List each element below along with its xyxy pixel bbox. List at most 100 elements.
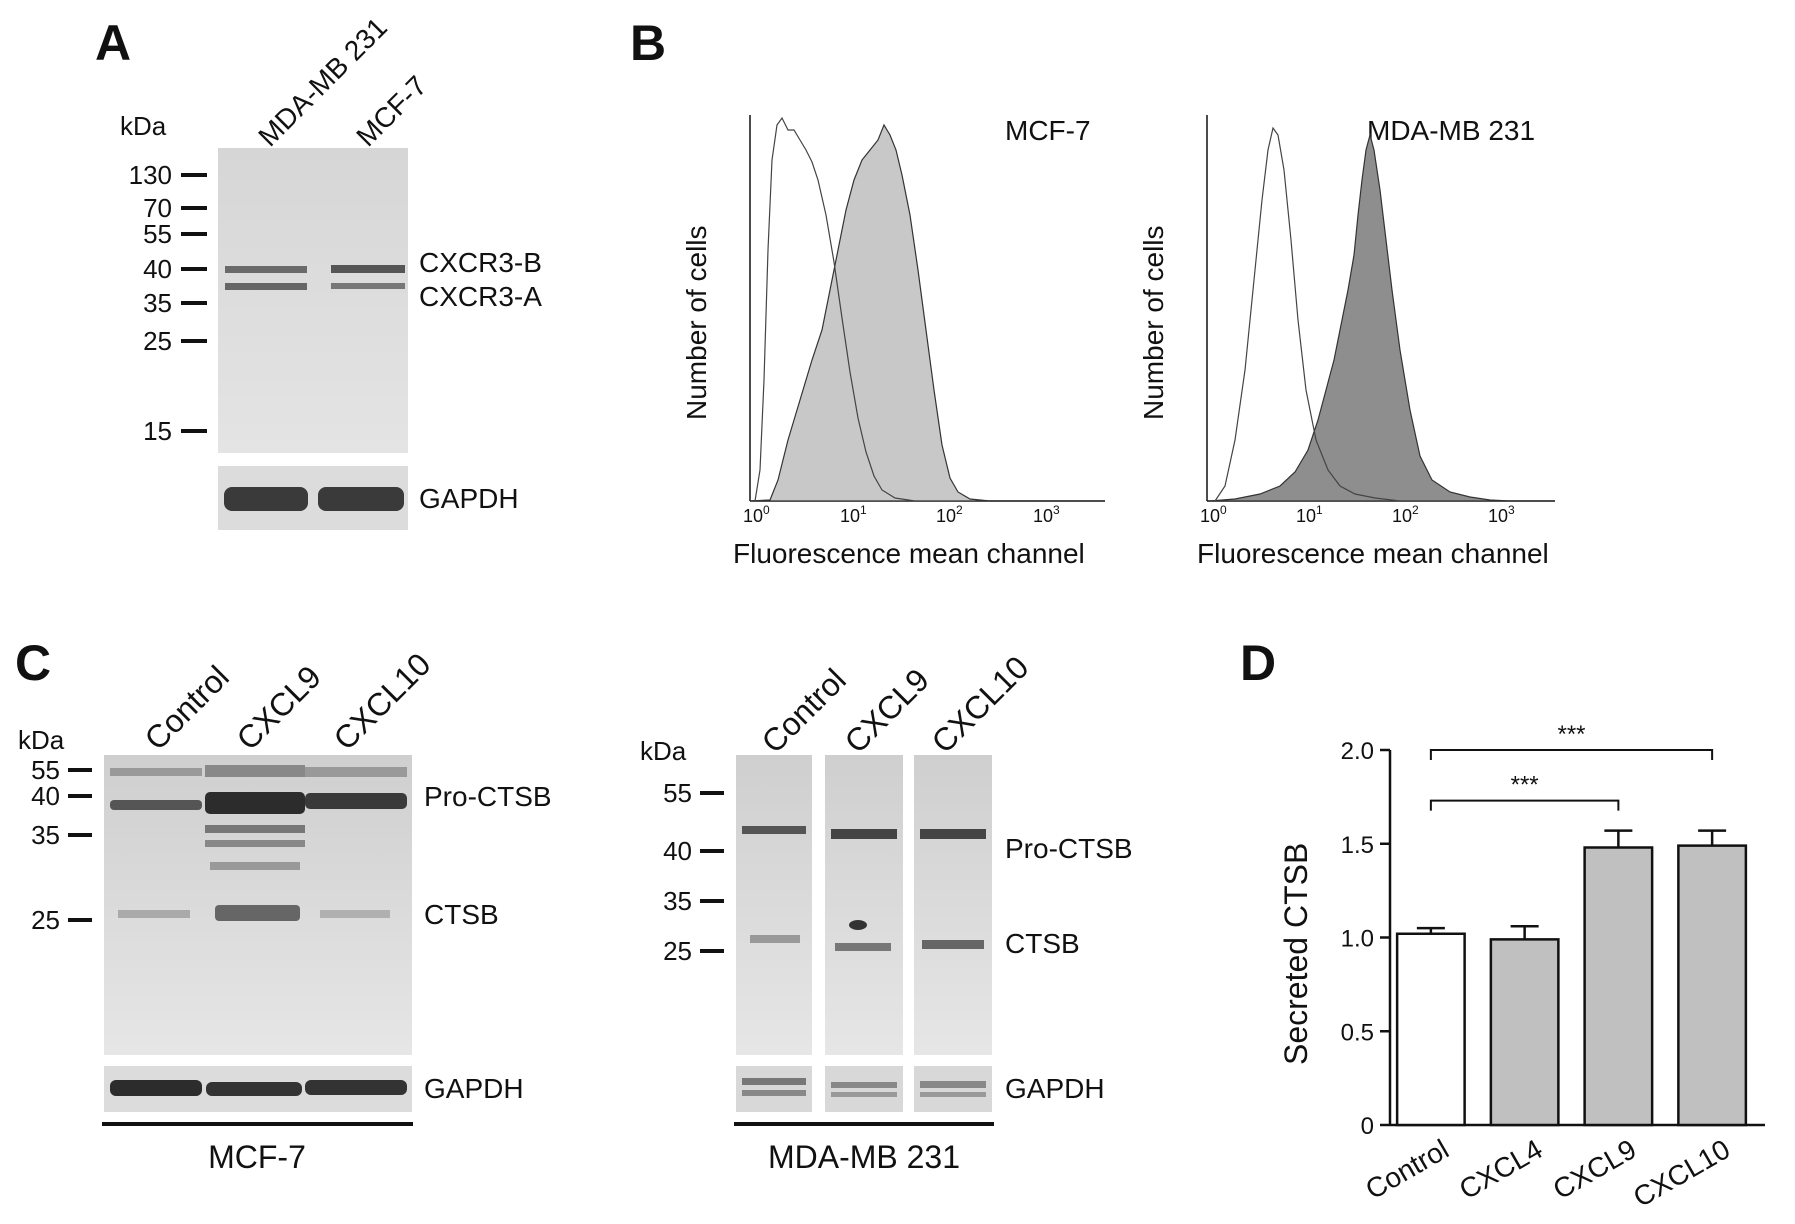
mw-marker: 25 bbox=[663, 936, 692, 966]
bar bbox=[1677, 844, 1748, 1127]
panel-c-right-markers: 55 40 35 25 bbox=[663, 778, 724, 966]
band-ctsb bbox=[922, 940, 984, 949]
mw-marker: 55 bbox=[143, 219, 172, 249]
y-tick-label: 0.5 bbox=[1341, 1019, 1374, 1046]
band bbox=[110, 768, 202, 776]
cell-line-label: MDA-MB 231 bbox=[768, 1139, 960, 1175]
panel-c-left-markers: 55 40 35 25 bbox=[31, 755, 92, 935]
histogram-xticks: 100 101 102 103 bbox=[1200, 503, 1515, 526]
gapdh-strip bbox=[914, 1066, 992, 1112]
band-pro-ctsb bbox=[110, 800, 202, 810]
significance-label: *** bbox=[1557, 721, 1585, 748]
panel-b: B Number of cells MCF-7 100 101 102 103 … bbox=[630, 15, 1555, 569]
gapdh-band bbox=[831, 1092, 897, 1097]
histogram-stained bbox=[749, 123, 991, 502]
lane-label: Control bbox=[137, 659, 235, 757]
gapdh-band bbox=[920, 1081, 986, 1088]
histogram-ylabel: Number of cells bbox=[681, 225, 712, 420]
significance-bracket bbox=[1429, 749, 1714, 760]
histogram-xticks: 100 101 102 103 bbox=[743, 503, 1060, 526]
histogram-title: MDA-MB 231 bbox=[1367, 115, 1535, 146]
panel-a-band-label: CXCR3-B bbox=[419, 247, 542, 278]
histogram-isotype bbox=[754, 116, 916, 502]
mw-marker: 35 bbox=[663, 886, 692, 916]
mw-marker: 40 bbox=[663, 836, 692, 866]
panel-a: A kDa MDA-MB 231 MCF-7 130 70 55 40 35 2… bbox=[95, 11, 542, 530]
category-label: CXCL10 bbox=[1628, 1133, 1735, 1213]
mw-marker: 25 bbox=[31, 905, 60, 935]
mw-marker: 55 bbox=[663, 778, 692, 808]
histogram-plot-mcf7: Number of cells MCF-7 100 101 102 103 Fl… bbox=[681, 115, 1105, 569]
panel-c-letter: C bbox=[15, 635, 51, 691]
lane-label: CXCL10 bbox=[326, 646, 437, 757]
gapdh-band bbox=[206, 1082, 302, 1096]
band bbox=[205, 765, 305, 777]
lane-strip bbox=[825, 755, 903, 1055]
band-ctsb bbox=[118, 910, 190, 918]
lane-label: CXCL10 bbox=[924, 649, 1035, 760]
xtick: 101 bbox=[1296, 503, 1323, 526]
panel-c-kda-label: kDa bbox=[640, 736, 687, 766]
band-ctsb bbox=[750, 935, 800, 943]
gapdh-band bbox=[742, 1090, 806, 1096]
mw-marker: 35 bbox=[143, 288, 172, 318]
histogram-title: MCF-7 bbox=[1005, 115, 1091, 146]
gapdh-strip bbox=[825, 1066, 903, 1112]
xtick: 100 bbox=[743, 503, 770, 526]
panel-c-left: C kDa Control CXCL9 CXCL10 55 40 35 25 bbox=[15, 635, 552, 1175]
panel-a-band-cxcr3b-lane2 bbox=[331, 265, 405, 273]
blot-artifact bbox=[849, 920, 867, 930]
gapdh-band bbox=[305, 1080, 407, 1095]
xtick: 102 bbox=[1392, 503, 1419, 526]
xtick: 100 bbox=[1200, 503, 1227, 526]
lane-strip bbox=[736, 755, 812, 1055]
panel-a-lane-label: MCF-7 bbox=[350, 70, 432, 152]
xtick: 102 bbox=[936, 503, 963, 526]
panel-b-letter: B bbox=[630, 15, 666, 71]
y-tick-label: 1.0 bbox=[1341, 926, 1374, 953]
histogram-ylabel: Number of cells bbox=[1138, 225, 1169, 420]
panel-a-blot-membrane bbox=[218, 148, 408, 453]
gapdh-band bbox=[920, 1092, 986, 1097]
significance-bracket bbox=[1429, 799, 1620, 811]
band-label: Pro-CTSB bbox=[1005, 833, 1133, 864]
cell-line-label: MCF-7 bbox=[208, 1139, 306, 1175]
histogram-stained bbox=[1209, 132, 1511, 502]
panel-d-letter: D bbox=[1240, 635, 1276, 691]
y-tick-label: 1.5 bbox=[1341, 832, 1374, 859]
panel-a-markers: 130 70 55 40 35 25 15 bbox=[129, 160, 207, 446]
significance-label: *** bbox=[1511, 772, 1539, 799]
band-pro-ctsb bbox=[920, 829, 986, 839]
panel-a-gapdh-label: GAPDH bbox=[419, 483, 519, 514]
mw-marker: 40 bbox=[31, 781, 60, 811]
band bbox=[305, 767, 407, 777]
mw-marker: 70 bbox=[143, 193, 172, 223]
panel-a-band-cxcr3a-lane1 bbox=[225, 283, 307, 290]
band-pro-ctsb bbox=[305, 793, 407, 809]
band-ctsb bbox=[215, 905, 300, 921]
histogram-xlabel: Fluorescence mean channel bbox=[1197, 538, 1549, 569]
y-tick-label: 2.0 bbox=[1341, 738, 1374, 765]
band-pro-ctsb bbox=[205, 792, 305, 814]
band bbox=[205, 825, 305, 833]
mw-marker: 25 bbox=[143, 326, 172, 356]
category-label: Control bbox=[1360, 1133, 1454, 1205]
gapdh-band bbox=[110, 1080, 202, 1096]
gapdh-label: GAPDH bbox=[1005, 1073, 1105, 1104]
band bbox=[210, 862, 300, 870]
band-label: CTSB bbox=[424, 899, 499, 930]
band-ctsb bbox=[835, 943, 891, 951]
panel-a-gapdh-band-lane2 bbox=[318, 487, 404, 511]
band bbox=[205, 840, 305, 847]
mw-marker: 55 bbox=[31, 755, 60, 785]
band-ctsb bbox=[320, 910, 390, 918]
gapdh-strip bbox=[736, 1066, 812, 1112]
gapdh-label: GAPDH bbox=[424, 1073, 524, 1104]
bar bbox=[1583, 846, 1654, 1127]
mw-marker: 130 bbox=[129, 160, 172, 190]
band-pro-ctsb bbox=[831, 829, 897, 839]
histogram-isotype bbox=[1214, 126, 1401, 502]
panel-a-band-label: CXCR3-A bbox=[419, 281, 542, 312]
